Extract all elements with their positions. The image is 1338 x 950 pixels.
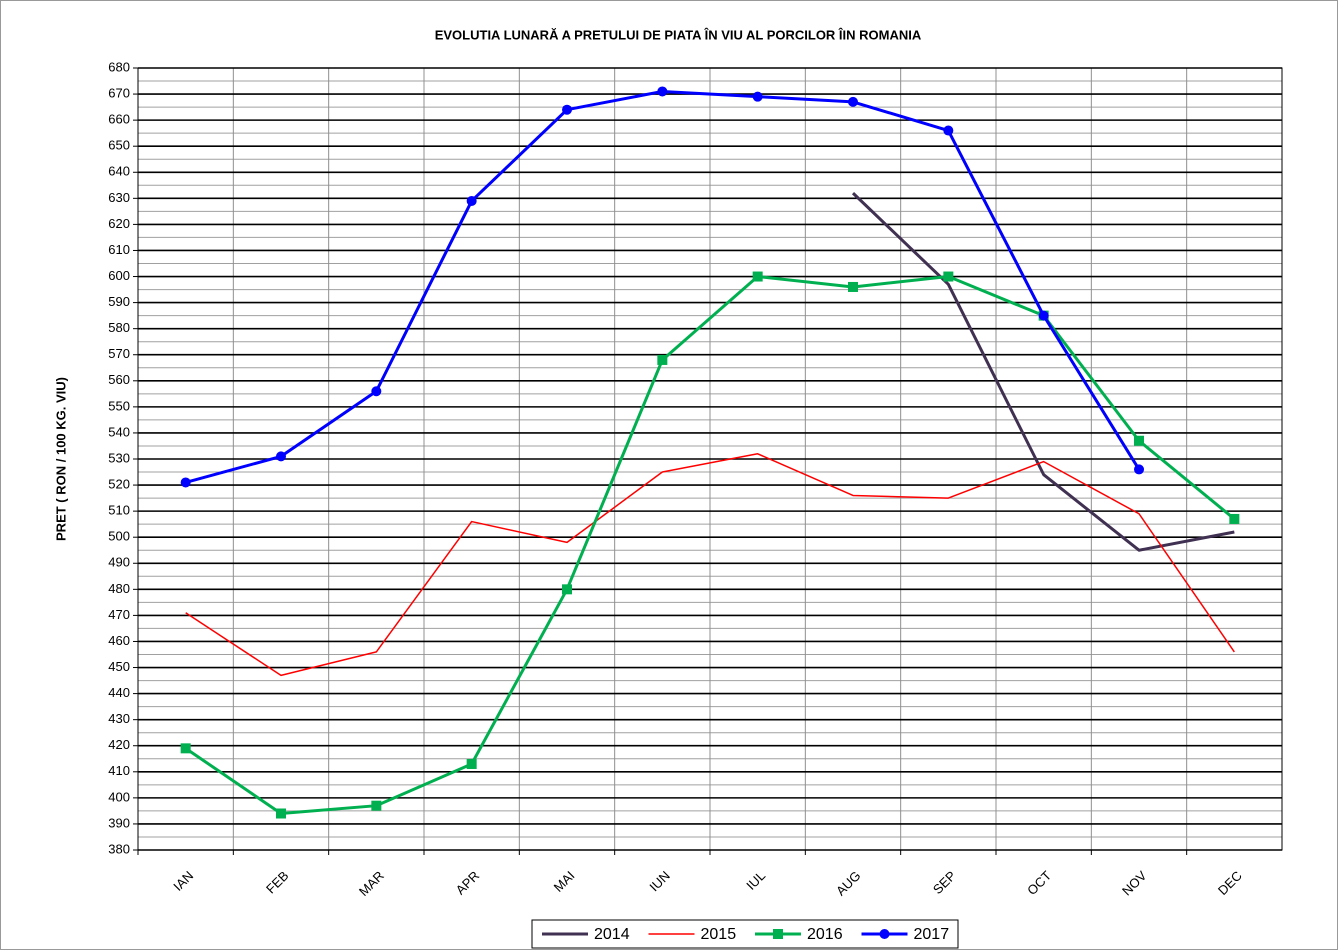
y-tick-label: 410 — [108, 763, 130, 778]
marker — [848, 281, 858, 292]
marker — [276, 808, 286, 819]
y-tick-label: 490 — [108, 555, 130, 570]
marker — [371, 386, 382, 397]
marker — [1229, 513, 1240, 524]
marker — [1038, 310, 1049, 321]
legend-marker — [773, 929, 783, 939]
y-tick-label: 540 — [108, 424, 130, 439]
y-tick-label: 650 — [108, 138, 130, 153]
y-tick-label: 590 — [108, 294, 130, 309]
y-tick-label: 680 — [108, 59, 130, 74]
marker — [943, 125, 954, 136]
y-tick-label: 550 — [108, 398, 130, 413]
marker — [657, 86, 668, 97]
y-tick-label: 380 — [108, 841, 130, 856]
legend-label: 2016 — [807, 926, 843, 943]
y-tick-label: 670 — [108, 86, 130, 101]
y-tick-label: 420 — [108, 737, 130, 752]
y-tick-label: 610 — [108, 242, 130, 257]
marker — [752, 91, 763, 102]
y-tick-label: 620 — [108, 216, 130, 231]
series-line — [184, 275, 1236, 816]
legend-label: 2017 — [914, 926, 950, 943]
marker — [371, 800, 382, 811]
legend-label: 2014 — [594, 926, 630, 943]
marker — [943, 271, 954, 282]
y-tick-label: 440 — [108, 685, 130, 700]
series-line — [185, 453, 1235, 677]
marker — [562, 584, 572, 595]
marker — [848, 96, 858, 107]
y-tick-label: 600 — [108, 268, 130, 283]
y-tick-label: 580 — [108, 320, 130, 335]
marker — [1134, 435, 1144, 446]
y-tick-label: 400 — [108, 789, 130, 804]
y-tick-label: 480 — [108, 581, 130, 596]
y-tick-label: 510 — [108, 503, 130, 518]
chart-title: EVOLUTIA LUNARĂ A PRETULUI DE PIATA ÎN V… — [435, 27, 922, 42]
marker — [180, 477, 191, 488]
y-tick-label: 570 — [108, 346, 130, 361]
marker — [180, 743, 191, 754]
y-tick-label: 470 — [108, 607, 130, 622]
y-tick-label: 390 — [108, 815, 130, 830]
y-tick-label: 530 — [108, 450, 130, 465]
y-tick-label: 630 — [108, 190, 130, 205]
y-tick-label: 660 — [108, 112, 130, 127]
y-tick-label: 640 — [108, 164, 130, 179]
marker — [466, 195, 477, 206]
marker — [657, 354, 668, 365]
marker — [276, 451, 286, 462]
y-tick-label: 430 — [108, 711, 130, 726]
marker — [562, 104, 572, 115]
y-axis-label: PRET ( RON / 100 KG. VIU) — [53, 377, 68, 541]
marker — [466, 758, 477, 769]
y-tick-label: 450 — [108, 659, 130, 674]
marker — [1134, 464, 1144, 475]
y-tick-label: 520 — [108, 477, 130, 492]
marker — [752, 271, 763, 282]
y-tick-label: 560 — [108, 372, 130, 387]
y-tick-label: 500 — [108, 529, 130, 544]
legend-marker — [879, 929, 890, 939]
y-tick-label: 460 — [108, 633, 130, 648]
legend-label: 2015 — [701, 926, 737, 943]
series-line — [851, 192, 1235, 552]
